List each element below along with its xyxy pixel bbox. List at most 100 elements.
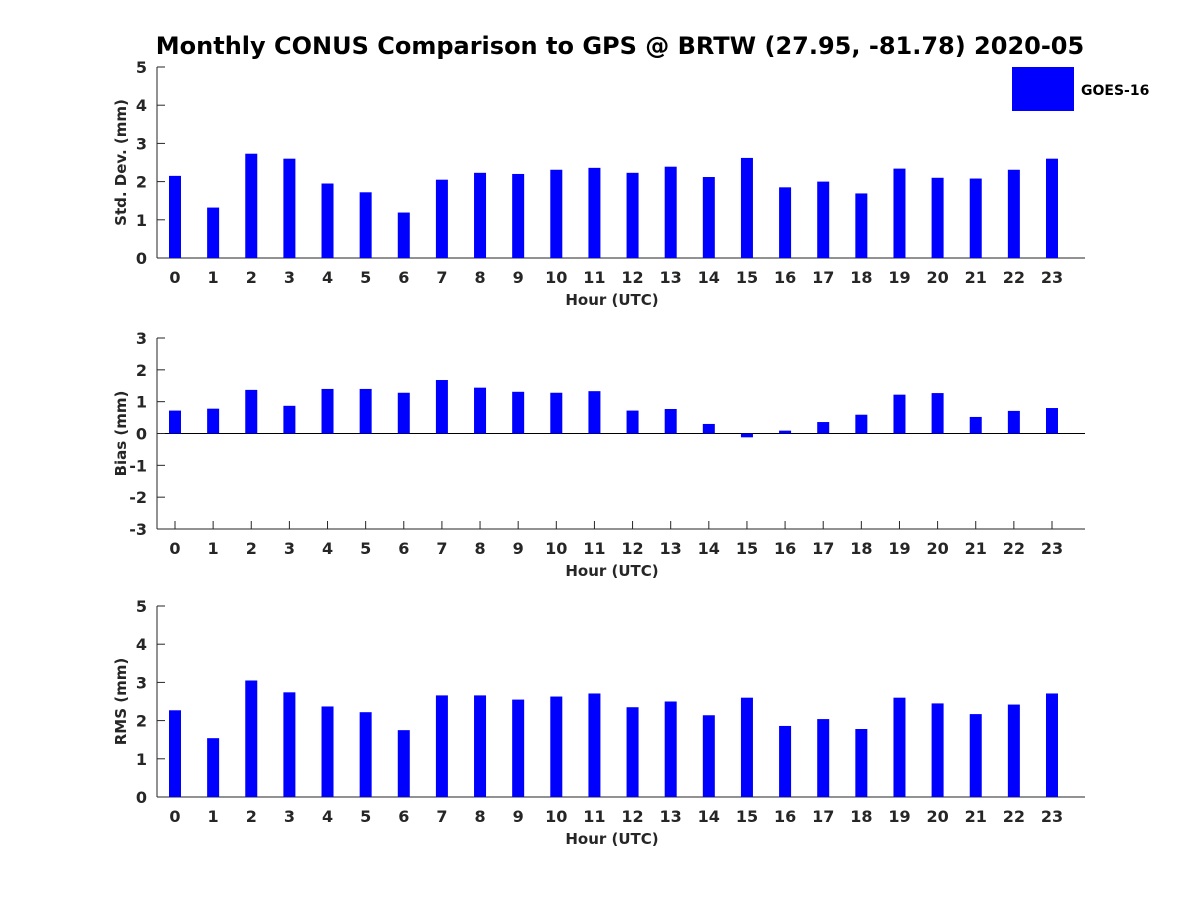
x-tick-label: 14 [698, 539, 720, 558]
x-tick-label: 10 [545, 268, 567, 287]
bar [397, 212, 410, 258]
x-tick-label: 16 [774, 539, 796, 558]
bar [969, 416, 982, 434]
bar [779, 725, 792, 797]
bar [893, 697, 906, 797]
x-tick-label: 11 [583, 807, 605, 826]
x-tick-label: 5 [360, 268, 371, 287]
x-tick-label: 11 [583, 539, 605, 558]
x-tick-label: 13 [660, 807, 682, 826]
y-tick-label: 0 [136, 249, 147, 268]
bar [626, 707, 639, 797]
bar [817, 181, 830, 258]
bar [550, 169, 563, 258]
y-axis-label: Std. Dev. (mm) [112, 99, 130, 226]
x-tick-label: 16 [774, 807, 796, 826]
x-tick-label: 16 [774, 268, 796, 287]
bar [893, 394, 906, 434]
y-tick-label: -1 [129, 456, 147, 475]
x-tick-label: 10 [545, 539, 567, 558]
x-tick-label: 1 [208, 539, 219, 558]
bar [245, 389, 258, 434]
bar [435, 179, 448, 258]
bar [169, 175, 181, 258]
bar [1007, 704, 1020, 797]
bar [169, 410, 181, 434]
y-tick-label: 1 [136, 211, 147, 230]
x-tick-label: 5 [360, 539, 371, 558]
x-tick-label: 1 [208, 807, 219, 826]
x-tick-label: 20 [926, 268, 948, 287]
x-tick-label: 1 [208, 268, 219, 287]
x-tick-label: 7 [436, 268, 447, 287]
bar [817, 719, 830, 797]
legend-label: GOES-16 [1081, 83, 1149, 99]
bar [359, 192, 372, 258]
bar [397, 392, 410, 434]
bar [512, 699, 525, 797]
x-tick-label: 4 [322, 539, 333, 558]
x-tick-label: 14 [698, 807, 720, 826]
x-tick-label: 9 [513, 807, 524, 826]
bar [207, 408, 220, 434]
x-tick-label: 8 [474, 807, 485, 826]
bar [1045, 158, 1058, 258]
bar [588, 693, 601, 797]
bar [550, 392, 563, 434]
x-tick-label: 3 [284, 807, 295, 826]
bar [740, 433, 753, 438]
bar [321, 706, 334, 797]
x-tick-label: 15 [736, 268, 758, 287]
bar [283, 692, 296, 797]
bar [969, 714, 982, 797]
bar [855, 414, 868, 434]
y-tick-label: 4 [136, 635, 147, 654]
bar [779, 187, 792, 258]
x-tick-label: 12 [621, 539, 643, 558]
bar [1045, 693, 1058, 797]
bar [626, 172, 639, 258]
y-tick-label: 5 [136, 58, 147, 77]
x-tick-label: 3 [284, 268, 295, 287]
y-tick-label: 5 [136, 597, 147, 616]
bar [702, 177, 715, 258]
bar [359, 712, 372, 797]
x-axis-label: Hour (UTC) [565, 562, 658, 580]
y-tick-label: -2 [129, 488, 147, 507]
bar [512, 391, 525, 434]
bar [588, 167, 601, 258]
bar [931, 703, 944, 797]
bar [321, 388, 334, 434]
x-tick-label: 18 [850, 268, 872, 287]
bar [397, 730, 410, 797]
x-tick-label: 15 [736, 539, 758, 558]
y-tick-label: 2 [136, 712, 147, 731]
x-tick-label: 18 [850, 807, 872, 826]
x-tick-label: 13 [660, 268, 682, 287]
x-tick-label: 22 [1003, 539, 1025, 558]
x-tick-label: 17 [812, 268, 834, 287]
bar [550, 696, 563, 797]
x-tick-label: 0 [169, 807, 180, 826]
x-tick-label: 12 [621, 268, 643, 287]
x-tick-label: 22 [1003, 807, 1025, 826]
x-tick-label: 2 [246, 539, 257, 558]
x-tick-label: 4 [322, 807, 333, 826]
y-tick-label: 3 [136, 673, 147, 692]
x-tick-label: 19 [888, 807, 910, 826]
x-tick-label: 8 [474, 539, 485, 558]
y-tick-label: 0 [136, 425, 147, 444]
bar [931, 177, 944, 258]
x-tick-label: 21 [965, 539, 987, 558]
bar [169, 710, 181, 797]
bar [740, 157, 753, 258]
x-tick-label: 2 [246, 268, 257, 287]
bar [207, 738, 220, 797]
x-tick-label: 11 [583, 268, 605, 287]
bar [283, 158, 296, 258]
bar [893, 168, 906, 258]
bar [779, 430, 792, 434]
